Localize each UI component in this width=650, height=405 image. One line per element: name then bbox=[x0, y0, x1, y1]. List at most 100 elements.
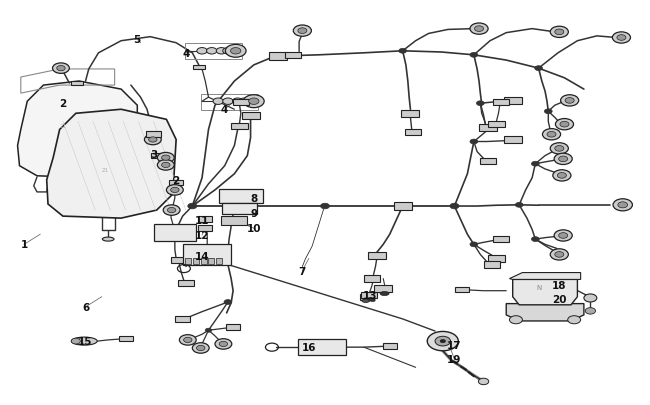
Bar bbox=[504, 136, 522, 144]
Circle shape bbox=[249, 99, 259, 105]
Bar bbox=[169, 180, 183, 186]
FancyBboxPatch shape bbox=[219, 190, 263, 203]
Circle shape bbox=[183, 337, 192, 343]
Text: 12: 12 bbox=[195, 230, 209, 241]
Circle shape bbox=[72, 339, 81, 344]
Polygon shape bbox=[47, 110, 176, 219]
Bar bbox=[361, 292, 377, 298]
Circle shape bbox=[215, 339, 232, 350]
Circle shape bbox=[398, 204, 407, 209]
Circle shape bbox=[555, 119, 573, 130]
Bar bbox=[176, 316, 190, 322]
Circle shape bbox=[207, 49, 217, 55]
Text: 6: 6 bbox=[82, 302, 89, 312]
Circle shape bbox=[554, 230, 572, 241]
Circle shape bbox=[226, 45, 246, 58]
Bar bbox=[146, 132, 161, 138]
Circle shape bbox=[144, 135, 161, 145]
Bar bbox=[364, 276, 380, 282]
Bar bbox=[198, 225, 213, 232]
Circle shape bbox=[293, 26, 311, 37]
Bar bbox=[72, 81, 83, 86]
Circle shape bbox=[547, 132, 556, 138]
Bar bbox=[269, 53, 287, 60]
Bar bbox=[504, 98, 522, 105]
Text: 13: 13 bbox=[363, 290, 378, 300]
Circle shape bbox=[470, 24, 488, 35]
Circle shape bbox=[476, 102, 484, 107]
Bar bbox=[374, 286, 393, 292]
Circle shape bbox=[188, 204, 197, 209]
Circle shape bbox=[554, 252, 564, 258]
Text: 21: 21 bbox=[101, 168, 109, 173]
Circle shape bbox=[557, 173, 566, 179]
Circle shape bbox=[552, 171, 571, 181]
Polygon shape bbox=[510, 273, 580, 280]
Bar bbox=[193, 65, 205, 70]
Ellipse shape bbox=[362, 299, 370, 303]
Bar bbox=[151, 153, 165, 159]
Circle shape bbox=[223, 49, 233, 55]
Circle shape bbox=[551, 249, 568, 260]
Circle shape bbox=[435, 337, 450, 346]
Bar bbox=[172, 258, 187, 264]
Circle shape bbox=[298, 29, 307, 34]
Bar bbox=[209, 259, 214, 264]
Text: 9: 9 bbox=[250, 209, 257, 219]
Circle shape bbox=[231, 204, 239, 209]
Text: 11: 11 bbox=[195, 215, 209, 226]
Bar bbox=[455, 287, 469, 292]
Ellipse shape bbox=[380, 292, 389, 296]
Circle shape bbox=[224, 300, 232, 305]
Circle shape bbox=[532, 162, 539, 167]
Text: 4: 4 bbox=[182, 49, 190, 59]
Bar bbox=[484, 262, 500, 268]
Circle shape bbox=[535, 66, 543, 71]
Bar bbox=[394, 203, 411, 210]
Text: 20: 20 bbox=[552, 294, 567, 304]
FancyBboxPatch shape bbox=[154, 224, 196, 241]
Circle shape bbox=[543, 129, 560, 141]
Circle shape bbox=[470, 242, 478, 247]
Circle shape bbox=[231, 49, 241, 55]
Circle shape bbox=[427, 332, 458, 351]
Text: 19: 19 bbox=[447, 354, 462, 364]
Circle shape bbox=[168, 208, 176, 213]
Bar bbox=[242, 113, 259, 119]
Circle shape bbox=[239, 99, 249, 105]
Circle shape bbox=[157, 160, 174, 171]
Text: 15: 15 bbox=[78, 336, 93, 346]
Circle shape bbox=[551, 27, 568, 38]
Bar bbox=[198, 216, 213, 223]
Text: 8: 8 bbox=[250, 194, 257, 203]
Circle shape bbox=[510, 316, 523, 324]
Bar bbox=[193, 259, 199, 264]
Bar bbox=[222, 216, 248, 225]
Polygon shape bbox=[506, 304, 584, 321]
Bar bbox=[216, 259, 222, 264]
Circle shape bbox=[532, 237, 539, 242]
Bar bbox=[226, 324, 240, 330]
Text: 3: 3 bbox=[150, 149, 157, 159]
Circle shape bbox=[57, 66, 65, 72]
Text: 16: 16 bbox=[302, 342, 316, 352]
FancyBboxPatch shape bbox=[298, 339, 346, 355]
Circle shape bbox=[554, 146, 564, 152]
Bar bbox=[493, 236, 509, 243]
Circle shape bbox=[560, 122, 569, 128]
Bar bbox=[480, 158, 496, 165]
Bar bbox=[401, 111, 419, 117]
Bar bbox=[488, 122, 504, 128]
Circle shape bbox=[515, 203, 523, 208]
Bar bbox=[233, 100, 249, 106]
Circle shape bbox=[450, 204, 459, 209]
Circle shape bbox=[179, 335, 196, 345]
Circle shape bbox=[163, 205, 180, 216]
Circle shape bbox=[470, 53, 478, 58]
Text: 10: 10 bbox=[246, 224, 261, 234]
Circle shape bbox=[205, 328, 212, 333]
Text: 2: 2 bbox=[172, 175, 180, 185]
Bar bbox=[479, 124, 497, 132]
Circle shape bbox=[149, 138, 157, 143]
Bar bbox=[405, 130, 421, 136]
